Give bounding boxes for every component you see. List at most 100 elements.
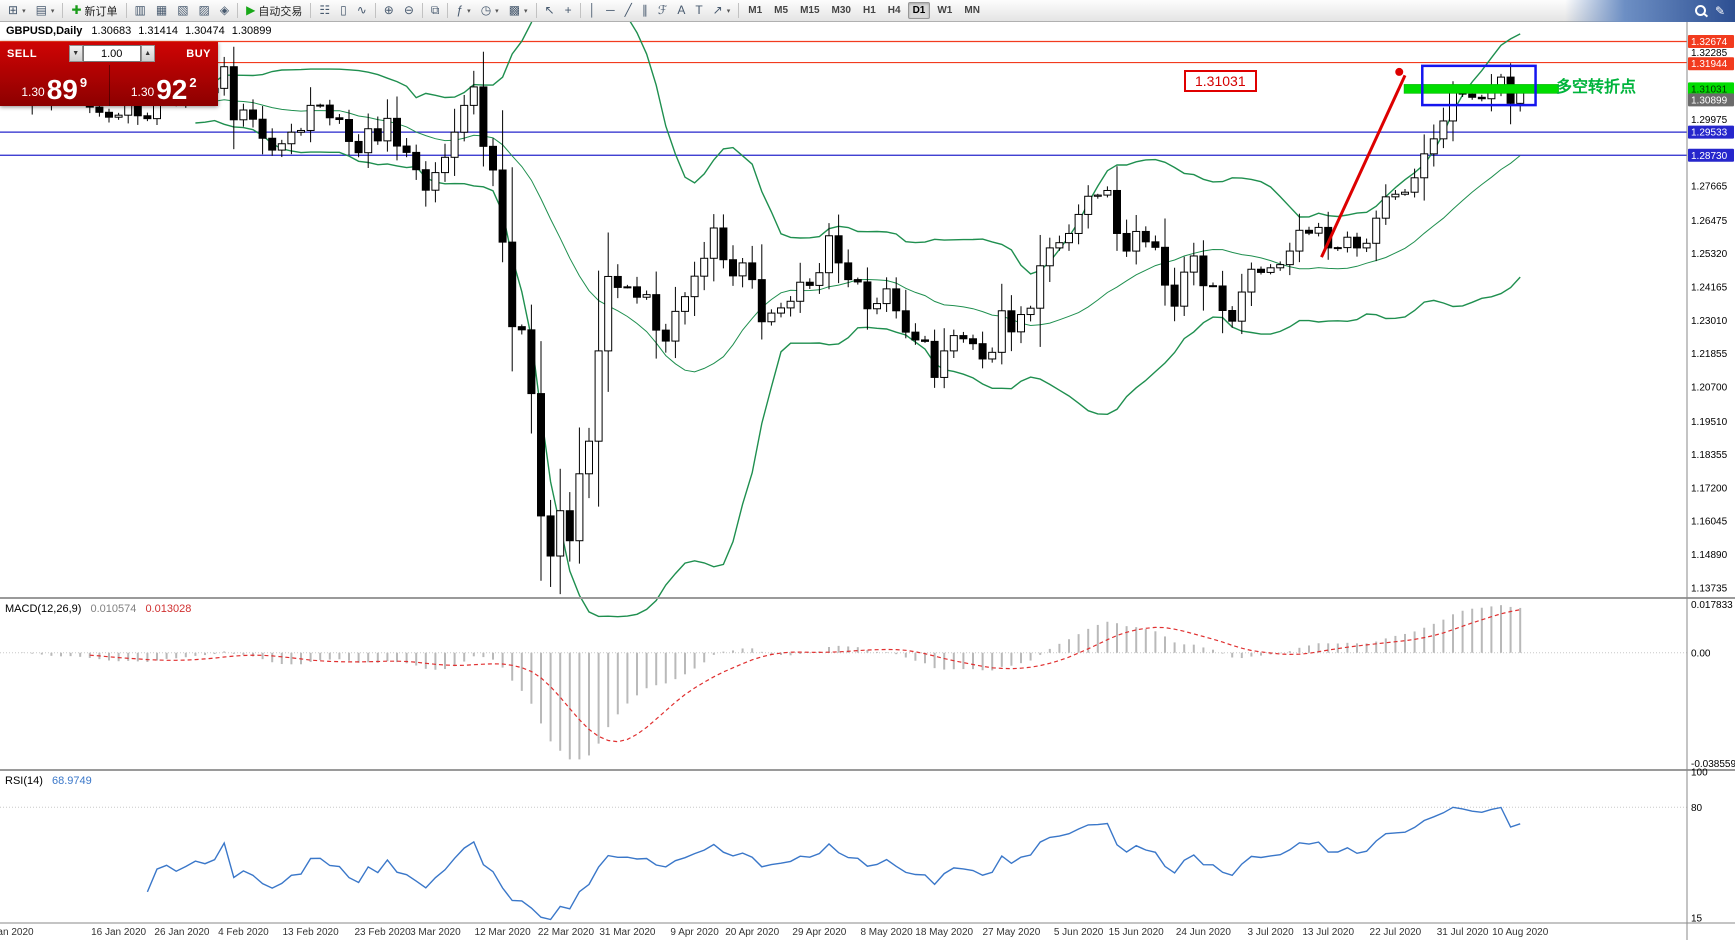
text-button[interactable]: A <box>672 2 690 19</box>
templates-button[interactable]: ▩ ▾ <box>504 2 533 19</box>
new-order-label: 新订单 <box>84 5 118 18</box>
chart-canvas[interactable]: 1.326741.322851.319441.310311.308991.299… <box>0 22 1735 940</box>
indicators-icon: ƒ <box>456 3 464 17</box>
sell-price-pips: 89 <box>46 74 78 105</box>
fibonacci-button[interactable]: ℱ <box>653 2 672 19</box>
rsi-line <box>146 806 1521 921</box>
price-tick-label: 1.13735 <box>1691 583 1728 594</box>
text-icon: A <box>677 3 686 17</box>
equidistant-channel-button[interactable]: ∥ <box>637 2 653 19</box>
new-chart-button[interactable]: ⊞ ▾ <box>3 2 31 19</box>
date-tick-label: 9 Apr 2020 <box>670 927 719 938</box>
chart-candles-button[interactable]: ▯ <box>335 2 352 19</box>
text-label-button[interactable]: T <box>690 2 707 19</box>
zoom-in-button[interactable]: ⊕ <box>379 2 399 19</box>
time-axis[interactable]: Jan 2020 16 Jan 2020 26 Jan 2020 4 Feb 2020… <box>0 927 1549 938</box>
trendline-button[interactable]: ╱ <box>620 2 637 19</box>
market-watch-button[interactable]: ▥ <box>130 2 151 19</box>
periods-button[interactable]: ◷ ▾ <box>476 2 504 19</box>
date-tick-label: 18 May 2020 <box>915 927 973 938</box>
red-dot-marker[interactable] <box>1395 67 1404 76</box>
search-icon[interactable] <box>1694 5 1706 16</box>
close-value: 1.30899 <box>231 25 272 37</box>
toolbar-separator <box>374 3 376 18</box>
buy-price[interactable]: 1.30 92 2 <box>110 65 219 106</box>
chevron-down-icon: ▾ <box>495 7 499 15</box>
zoom-out-icon: ⊖ <box>403 3 414 17</box>
turning-point-text[interactable]: 多空转折点 <box>1556 79 1637 96</box>
auto-trading-button[interactable]: ▶ 自动交易 <box>241 1 307 21</box>
timeframe-m5-button[interactable]: M5 <box>774 5 789 16</box>
volume-decrease-button[interactable]: ▼ <box>68 45 83 62</box>
buy-price-pips: 92 <box>156 74 188 105</box>
trade-panel-header-row: SELL ▼ ▲ BUY <box>0 42 218 65</box>
horizontal-line-button[interactable]: ─ <box>601 2 620 19</box>
templates-icon: ▩ <box>508 3 521 17</box>
tile-windows-button[interactable]: ⧉ <box>426 2 445 19</box>
turning-point-band[interactable] <box>1403 84 1559 94</box>
pane-separator[interactable] <box>0 597 1735 599</box>
timeframe-d1-button[interactable]: D1 <box>907 2 931 19</box>
pane-separator[interactable] <box>0 769 1735 771</box>
trade-panel-price-row: 1.30 89 9 1.30 92 2 <box>0 65 218 106</box>
equidistant-channel-icon: ∥ <box>641 3 648 17</box>
price-tick-label: 1.21855 <box>1691 349 1728 360</box>
consolidation-rectangle[interactable] <box>1421 64 1537 107</box>
profiles-button[interactable]: ▤ ▾ <box>31 2 60 19</box>
timeframe-mn-button[interactable]: MN <box>964 5 980 16</box>
auto-trading-icon: ▶ <box>246 3 256 17</box>
toolbar-separator <box>62 3 64 18</box>
vertical-line-button[interactable]: │ <box>584 2 602 19</box>
volume-increase-button[interactable]: ▲ <box>140 45 155 62</box>
indicators-button[interactable]: ƒ ▾ <box>451 2 475 19</box>
toolbar-separator <box>579 3 581 18</box>
cursor-button[interactable]: ↖ <box>540 2 560 19</box>
toolbar-separator <box>237 3 239 18</box>
navigator-button[interactable]: ▧ <box>172 2 193 19</box>
price-tick-label: 1.32285 <box>1691 48 1728 59</box>
chart-line-button[interactable]: ∿ <box>352 2 372 19</box>
arrows-button[interactable]: ↗ ▾ <box>708 2 736 19</box>
macd-main-value: 0.010574 <box>90 603 137 615</box>
terminal-button[interactable]: ▨ <box>194 2 215 19</box>
chevron-down-icon: ▾ <box>467 7 471 15</box>
pencil-icon[interactable]: ✎ <box>1714 3 1725 18</box>
chart-annotations[interactable] <box>1320 64 1559 258</box>
sell-price[interactable]: 1.30 89 9 <box>0 65 109 106</box>
crosshair-button[interactable]: + <box>560 2 577 19</box>
sell-price-point: 9 <box>79 75 88 90</box>
chart-line-icon: ∿ <box>356 3 367 17</box>
date-tick-label: 10 Aug 2020 <box>1492 927 1549 938</box>
date-tick-label: 12 Mar 2020 <box>475 927 532 938</box>
timeframe-w1-button[interactable]: W1 <box>937 5 953 16</box>
timeframe-m1-button[interactable]: M1 <box>748 5 763 16</box>
chart-candles-icon: ▯ <box>340 3 347 17</box>
chart-window[interactable]: 1.32674 1.32285 1.31944 1.31031 1.30899 1.299… <box>0 22 1735 940</box>
date-tick-label: Jan 2020 <box>0 927 34 938</box>
sell-button[interactable]: SELL <box>7 47 38 60</box>
timeframe-h4-button[interactable]: H4 <box>887 5 901 16</box>
red-trendline[interactable] <box>1320 74 1407 258</box>
date-tick-label: 8 May 2020 <box>860 927 913 938</box>
zoom-out-button[interactable]: ⊖ <box>399 2 419 19</box>
alerts-button[interactable]: ◈ <box>215 2 234 19</box>
volume-control: ▼ ▲ <box>68 45 155 62</box>
text-label-icon: T <box>695 3 703 17</box>
volume-input[interactable] <box>82 45 141 62</box>
buy-button[interactable]: BUY <box>186 47 211 60</box>
date-tick-label: 22 Mar 2020 <box>538 927 595 938</box>
timeframe-m15-button[interactable]: M15 <box>800 5 820 16</box>
new-order-icon: ✚ <box>71 3 82 17</box>
toolbar-separator <box>310 3 312 18</box>
chart-bars-button[interactable]: ☷ <box>314 2 335 19</box>
indicator-scale-label: 0.017833 <box>1691 600 1733 611</box>
pane-frame <box>0 22 1735 940</box>
new-order-button[interactable]: ✚ 新订单 <box>66 1 122 21</box>
horizontal-line-objects[interactable] <box>0 40 1687 156</box>
data-window-button[interactable]: ▦ <box>151 2 172 19</box>
price-callout-label[interactable]: 1.31031 <box>1184 70 1257 92</box>
timeframe-h1-button[interactable]: H1 <box>862 5 876 16</box>
chevron-down-icon: ▾ <box>22 7 26 15</box>
timeframe-m30-button[interactable]: M30 <box>831 5 851 16</box>
